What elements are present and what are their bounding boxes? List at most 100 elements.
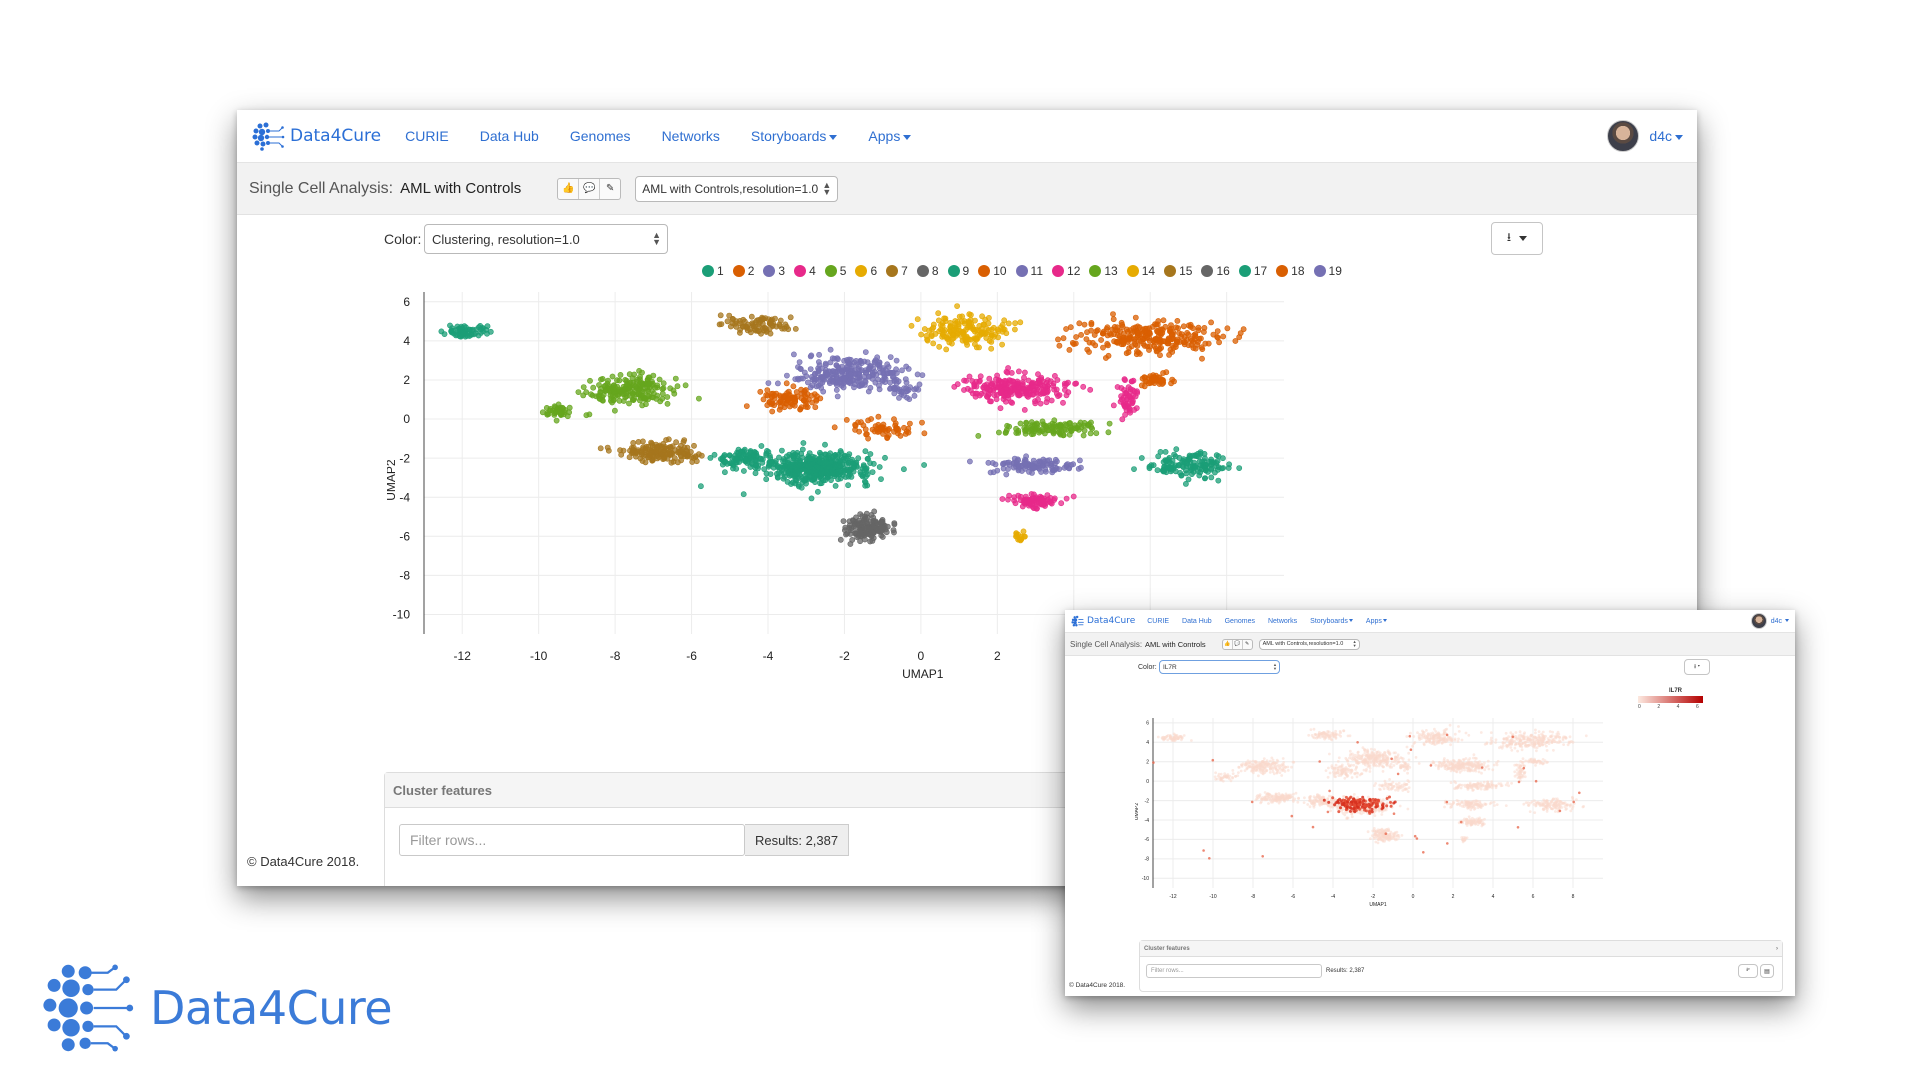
umap-scatter-plot[interactable]: -12-10-8-6-4-2024686420-2-4-6-8-10UMAP1U… xyxy=(387,286,1397,736)
cell-point xyxy=(1527,760,1531,764)
cell-point xyxy=(1035,499,1042,506)
nav-curie[interactable]: CURIE xyxy=(405,128,449,144)
cell-point xyxy=(626,454,633,461)
legend-item[interactable]: 7 xyxy=(886,264,908,278)
cell-point xyxy=(1456,740,1460,743)
cell-point xyxy=(1457,725,1460,728)
inset-color-select[interactable]: IL7R ▲ ▼ xyxy=(1159,660,1280,674)
cell-point xyxy=(764,387,771,393)
like-icon[interactable]: 👍 xyxy=(1223,639,1233,649)
legend-item[interactable]: 9 xyxy=(947,264,969,278)
legend-item[interactable]: 18 xyxy=(1276,264,1305,278)
user-avatar[interactable] xyxy=(1607,120,1640,152)
cell-point xyxy=(1487,767,1491,771)
cell-point xyxy=(740,316,747,323)
cell-point xyxy=(1440,736,1444,740)
cell-point xyxy=(961,387,967,393)
edit-icon[interactable]: ✎ xyxy=(606,183,615,194)
cell-point xyxy=(1491,768,1495,772)
cell-point xyxy=(855,533,862,539)
inset-user-menu[interactable]: d4c xyxy=(1771,618,1789,625)
colorbar-tick: 2 xyxy=(1657,704,1661,710)
legend-item[interactable]: 6 xyxy=(855,264,877,278)
cell-point xyxy=(996,384,1003,391)
cell-point xyxy=(1519,739,1522,743)
nav-networks[interactable]: Networks xyxy=(1268,618,1297,625)
nav-curie[interactable]: CURIE xyxy=(1147,618,1169,625)
y-axis-label: UMAP2 xyxy=(387,459,398,501)
cell-point xyxy=(774,462,781,469)
cell-point xyxy=(735,450,742,456)
cell-point xyxy=(859,519,866,526)
y-axis-label: UMAP2 xyxy=(1135,803,1140,820)
inset-brand[interactable]: Data4Cure xyxy=(1071,615,1135,628)
nav-apps[interactable]: Apps xyxy=(1366,618,1387,625)
cell-point xyxy=(1020,528,1027,535)
color-select[interactable]: Clustering, resolution=1.0 ▲ ▼ xyxy=(424,224,668,254)
nav-label: Data Hub xyxy=(1182,617,1212,625)
legend-item[interactable]: 13 xyxy=(1089,264,1118,278)
nav-data-hub[interactable]: Data Hub xyxy=(480,128,539,144)
inset-download-button[interactable]: ⭳ ▾ xyxy=(1684,659,1710,675)
legend-item[interactable]: 8 xyxy=(916,264,939,278)
legend-item[interactable]: 10 xyxy=(978,264,1007,278)
nav-genomes[interactable]: Genomes xyxy=(570,128,631,144)
cell-point xyxy=(872,379,879,386)
cell-point xyxy=(865,417,871,424)
comment-icon[interactable]: 💬 xyxy=(579,178,601,199)
legend-item[interactable]: 14 xyxy=(1126,264,1155,278)
cell-point xyxy=(1422,731,1426,734)
nav-apps[interactable]: Apps xyxy=(868,128,912,144)
legend-item[interactable]: 16 xyxy=(1201,264,1230,278)
brand[interactable]: Data4Cure xyxy=(251,121,381,151)
cell-point xyxy=(1114,339,1120,345)
cell-point xyxy=(1499,745,1503,749)
legend-item[interactable]: 4 xyxy=(794,264,816,278)
edit-icon[interactable]: ✎ xyxy=(1245,641,1250,647)
nav-storyboards[interactable]: Storyboards xyxy=(751,128,838,144)
legend-label: 1 xyxy=(717,264,724,278)
cell-point xyxy=(996,429,1002,436)
legend-item[interactable]: 12 xyxy=(1052,264,1080,278)
download-button[interactable]: ⭳ xyxy=(1491,222,1543,255)
cell-point xyxy=(818,374,825,380)
filter-rows-input[interactable]: Filter rows... xyxy=(399,824,745,856)
comment-icon[interactable]: 💬 xyxy=(1233,639,1243,649)
cell-point xyxy=(1076,422,1082,428)
cell-point xyxy=(656,376,663,383)
nav-networks[interactable]: Networks xyxy=(662,128,720,144)
legend-item[interactable]: 19 xyxy=(1313,264,1342,278)
cell-point xyxy=(1541,734,1545,738)
dataset-select[interactable]: AML with Controls,resolution=1.0 ▲ ▼ xyxy=(635,175,839,202)
legend-item[interactable]: 1 xyxy=(702,264,724,278)
nav-storyboards[interactable]: Storyboards xyxy=(1310,618,1353,625)
cell-point xyxy=(1454,763,1458,767)
cell-point xyxy=(967,458,973,465)
inset-user-avatar[interactable] xyxy=(1750,613,1767,629)
cell-point xyxy=(860,462,867,468)
cell-point xyxy=(1236,465,1243,471)
legend-item[interactable]: 15 xyxy=(1164,264,1192,278)
cell-point xyxy=(1122,404,1128,410)
nav-data-hub[interactable]: Data Hub xyxy=(1182,618,1212,625)
cell-point xyxy=(1466,761,1469,765)
nav-genomes[interactable]: Genomes xyxy=(1225,618,1255,625)
x-tick-label: -4 xyxy=(763,649,774,663)
legend-item[interactable]: 11 xyxy=(1015,264,1043,278)
legend-item[interactable]: 3 xyxy=(763,264,785,278)
inset-app-window: Data4Cure CURIE Data Hub Genomes Networks St… xyxy=(1065,610,1795,996)
cell-point xyxy=(871,518,877,524)
cell-point xyxy=(1261,767,1265,770)
like-icon[interactable]: 👍 xyxy=(558,178,580,199)
il7r-expression-plot[interactable]: -12 -10 -8 -6 -4 -2 0 2 4 6 86420-2-4-6-8-10UMAP1U… xyxy=(1135,708,1635,923)
cell-point xyxy=(1010,464,1017,471)
legend-item[interactable]: 17 xyxy=(1238,264,1267,278)
cell-point xyxy=(1276,759,1280,763)
legend-item[interactable]: 2 xyxy=(732,264,754,278)
legend-item[interactable]: 5 xyxy=(824,264,846,278)
cell-point xyxy=(1515,763,1519,767)
cell-point xyxy=(1453,765,1456,769)
nav-label: Apps xyxy=(1365,617,1382,625)
inset-dataset-select[interactable]: AML with Controls,resolution=1.0 ▲ ▼ xyxy=(1258,638,1360,650)
user-menu[interactable]: d4c xyxy=(1649,128,1683,144)
